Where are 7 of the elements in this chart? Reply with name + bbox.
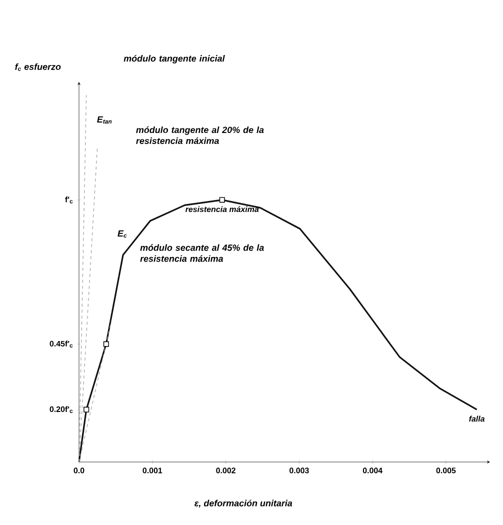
text: módulo tangente inicial <box>124 54 225 64</box>
y-axis-title: f$_{c}$ esfuerzo <box>15 63 61 71</box>
annotation: E$_{tan}$ <box>97 116 112 124</box>
annotation: módulo secante al 45% de la resistencia máxima <box>140 244 264 262</box>
x-axis-title: ε, deformación unitaria <box>194 500 292 508</box>
annotation: módulo tangente al 20% de la resistencia máxima <box>136 126 264 144</box>
annotation: E$_{c}$ <box>118 230 127 238</box>
